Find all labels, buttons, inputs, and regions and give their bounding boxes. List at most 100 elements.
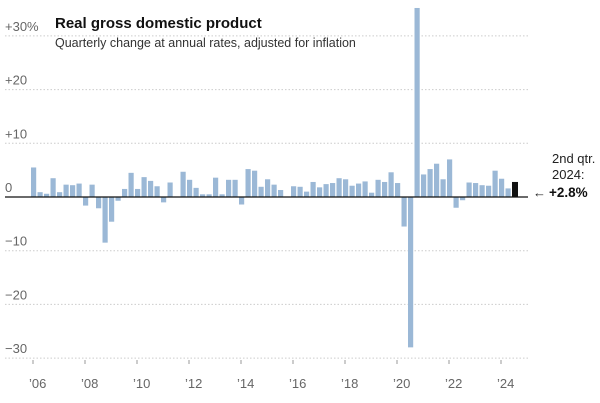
bar xyxy=(440,179,446,197)
bar xyxy=(128,172,134,197)
y-tick-label: +20 xyxy=(5,73,27,88)
bar xyxy=(206,194,212,197)
bar xyxy=(408,197,414,348)
latest-quarter-annotation: 2nd qtr. 2024: ← +2.8% xyxy=(533,151,595,200)
x-tick-label: ’14 xyxy=(237,376,254,391)
highlight-bar xyxy=(512,181,518,197)
bar xyxy=(89,184,95,197)
annotation-line-1: 2nd qtr. xyxy=(552,151,595,166)
bar xyxy=(180,171,186,197)
bar xyxy=(304,191,310,197)
bar xyxy=(76,183,82,197)
bar xyxy=(434,163,440,197)
y-tick-label: 0 xyxy=(5,180,12,195)
bar xyxy=(278,190,284,197)
bar xyxy=(122,188,128,197)
bar xyxy=(115,197,121,201)
annotation-arrow: ← xyxy=(533,185,546,200)
y-tick-label: +30% xyxy=(5,19,39,34)
bar xyxy=(271,184,277,197)
bar xyxy=(141,177,147,197)
bar xyxy=(70,185,76,197)
bar xyxy=(362,181,368,197)
bar xyxy=(109,197,115,222)
y-tick-label: −10 xyxy=(5,234,27,249)
x-tick-label: ’12 xyxy=(185,376,202,391)
bar xyxy=(479,185,485,197)
y-tick-label: +10 xyxy=(5,126,27,141)
bar xyxy=(369,192,375,197)
y-tick-label: −30 xyxy=(5,341,27,356)
chart-subtitle: Quarterly change at annual rates, adjust… xyxy=(55,36,356,50)
bar xyxy=(447,159,453,197)
y-axis-ticks: +30% +20 +10 0 −10 −20 −30 xyxy=(5,19,39,356)
bar xyxy=(505,188,511,197)
bar xyxy=(232,179,238,197)
bar xyxy=(50,178,56,197)
bar xyxy=(37,192,43,197)
bars xyxy=(31,7,518,348)
bar xyxy=(473,183,479,197)
bar xyxy=(499,178,505,197)
x-tick-label: ’24 xyxy=(497,376,514,391)
bar xyxy=(349,185,355,197)
bar xyxy=(135,188,141,197)
bar xyxy=(382,181,388,197)
bar xyxy=(213,177,219,197)
bar xyxy=(102,197,108,243)
bar xyxy=(83,197,89,206)
bar xyxy=(57,192,63,197)
x-tick-label: ’16 xyxy=(289,376,306,391)
bar xyxy=(492,170,498,197)
bar xyxy=(245,169,251,197)
bar xyxy=(297,186,303,197)
x-tick-label: ’10 xyxy=(133,376,150,391)
bar xyxy=(258,186,264,197)
bar xyxy=(154,186,160,197)
bar xyxy=(414,7,420,198)
bar xyxy=(96,197,102,209)
bar xyxy=(310,181,316,197)
x-axis-ticks: ’06 ’08 ’10 ’12 ’14 ’16 ’18 ’20 ’22 ’24 xyxy=(29,360,514,391)
bar xyxy=(44,193,50,197)
bar xyxy=(239,197,245,205)
bar xyxy=(356,183,362,197)
x-tick-label: ’20 xyxy=(393,376,410,391)
bar xyxy=(226,179,232,197)
bar xyxy=(200,194,206,197)
bar xyxy=(375,179,381,197)
bar xyxy=(31,167,37,197)
bar xyxy=(252,170,258,197)
bar xyxy=(401,197,407,227)
annotation-value: +2.8% xyxy=(549,185,588,200)
bar xyxy=(148,180,154,197)
bar xyxy=(317,187,323,197)
bar xyxy=(466,182,472,197)
bar xyxy=(427,169,433,197)
chart-title: Real gross domestic product xyxy=(55,15,262,32)
x-tick-label: ’18 xyxy=(341,376,358,391)
bar xyxy=(63,184,69,197)
bar xyxy=(161,197,167,203)
bar xyxy=(323,184,329,197)
bar xyxy=(193,187,199,197)
bar xyxy=(388,172,394,197)
bar xyxy=(453,197,459,208)
x-tick-label: ’22 xyxy=(445,376,462,391)
bar xyxy=(219,194,225,197)
bar xyxy=(336,178,342,197)
annotation-line-2: 2024: xyxy=(552,167,585,182)
bar xyxy=(330,183,336,197)
bar xyxy=(395,183,401,197)
bar xyxy=(265,179,271,197)
bar xyxy=(460,197,466,201)
x-tick-label: ’06 xyxy=(29,376,46,391)
bar xyxy=(167,182,173,197)
bar xyxy=(486,185,492,197)
bar xyxy=(187,179,193,197)
bar xyxy=(343,179,349,197)
y-tick-label: −20 xyxy=(5,287,27,302)
bar xyxy=(291,186,297,197)
x-tick-label: ’08 xyxy=(81,376,98,391)
